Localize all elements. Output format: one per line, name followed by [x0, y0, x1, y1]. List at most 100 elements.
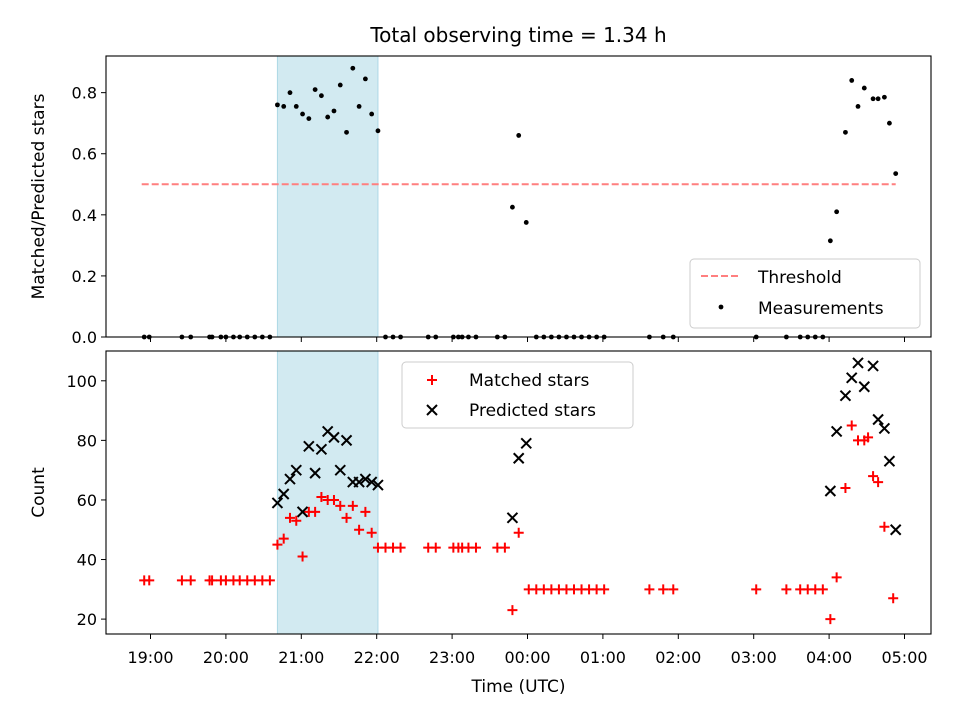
data-point-0-26 [347, 500, 358, 511]
data-point-0-16 [287, 90, 293, 96]
y-tick-label: 40 [77, 551, 97, 570]
data-point-0-66 [831, 572, 842, 583]
y-tick-label: 0.0 [72, 328, 97, 347]
y-tick-label: 100 [66, 372, 97, 391]
x-tick-label: 22:00 [354, 648, 400, 667]
y-tick-label: 80 [77, 431, 97, 450]
data-point-0-19 [306, 116, 312, 122]
data-point-0-65 [825, 614, 836, 625]
data-point-0-75 [893, 171, 899, 176]
x-tick-label: 03:00 [731, 648, 777, 667]
axes-frame [105, 350, 932, 635]
data-point-0-24 [335, 500, 346, 511]
top-axes: 0.0 0.2 0.4 0.6 0.8 Matched/Predicted stars To… [29, 23, 932, 347]
legend-bottom: Matched stars Predicted stars [401, 361, 634, 429]
y-tick-label: 0.8 [72, 84, 97, 103]
data-point-0-2 [176, 575, 187, 586]
data-point-0-23 [331, 108, 337, 114]
data-point-0-55 [599, 584, 610, 595]
data-point-0-18 [297, 551, 308, 562]
data-point-0-72 [868, 471, 879, 482]
data-point-0-66 [834, 209, 840, 215]
x-tick-label: 02:00 [655, 648, 701, 667]
data-point-0-67 [843, 129, 848, 135]
y-tick-label: 0.6 [72, 145, 97, 164]
data-point-0-44 [513, 527, 524, 538]
data-point-0-65 [827, 238, 833, 244]
data-point-0-21 [316, 491, 327, 502]
data-point-0-68 [846, 420, 857, 431]
data-point-0-59 [751, 584, 762, 595]
data-point-1-29 [883, 455, 896, 467]
y-tick-label: 60 [77, 491, 97, 510]
legend-top: Threshold Measurements [689, 258, 921, 329]
data-point-0-73 [873, 477, 884, 488]
data-point-1-20 [824, 485, 837, 497]
data-point-1-5 [303, 440, 315, 453]
data-point-0-27 [356, 103, 362, 109]
data-point-0-35 [430, 542, 441, 553]
x-tick-label: 00:00 [504, 648, 550, 667]
bottom-axes: 20 40 60 80 100 19:00 20:00 21:00 22:00 23:00 00:0… [29, 350, 932, 697]
x-tick-label: 23:00 [429, 648, 475, 667]
data-point-0-28 [360, 506, 371, 517]
data-point-1-21 [830, 425, 843, 438]
data-point-0-23 [328, 494, 339, 505]
data-point-0-18 [300, 111, 305, 117]
data-point-0-33 [395, 542, 406, 553]
data-point-0-15 [281, 103, 287, 109]
data-point-1-27 [872, 413, 884, 426]
data-point-1-6 [309, 467, 321, 479]
data-point-1-9 [328, 431, 340, 444]
data-point-0-29 [366, 527, 377, 538]
data-point-0-69 [855, 103, 861, 109]
data-point-1-18 [512, 452, 525, 464]
legend-box [401, 361, 634, 429]
data-point-0-75 [888, 593, 899, 604]
data-point-0-57 [658, 584, 669, 595]
data-point-1-30 [889, 524, 902, 536]
data-point-1-11 [340, 434, 353, 447]
data-point-0-27 [354, 524, 365, 535]
y-tick-label: 20 [77, 610, 97, 629]
data-point-1-16 [372, 479, 384, 491]
data-point-0-71 [863, 432, 874, 443]
legend-matched-label: Matched stars [469, 371, 589, 391]
data-point-0-74 [879, 521, 890, 532]
data-point-1-7 [315, 443, 328, 456]
data-point-0-67 [840, 483, 851, 494]
data-point-1-28 [878, 422, 891, 435]
data-point-0-26 [350, 65, 356, 71]
y-tick-label: 0.2 [72, 267, 97, 286]
data-point-0-42 [499, 542, 510, 553]
data-point-0-68 [849, 78, 855, 83]
data-point-1-3 [290, 464, 302, 476]
data-point-1-14 [359, 473, 372, 485]
data-point-0-20 [310, 506, 321, 517]
data-point-1-19 [520, 437, 532, 450]
data-point-0-17 [293, 103, 299, 109]
data-point-1-10 [334, 464, 346, 476]
data-point-1-24 [852, 357, 864, 369]
data-point-0-13 [264, 575, 275, 586]
x-tick-label: 21:00 [278, 648, 324, 667]
data-point-1-13 [353, 476, 365, 488]
data-point-0-74 [887, 120, 892, 126]
data-point-1-23 [846, 372, 858, 384]
data-point-0-43 [507, 605, 518, 616]
legend-measurements-swatch [718, 304, 724, 310]
data-point-0-3 [185, 575, 196, 586]
data-point-0-14 [275, 102, 280, 108]
x-axis-label: Time (UTC) [471, 677, 566, 697]
data-point-0-70 [861, 85, 867, 91]
data-point-0-24 [337, 82, 343, 88]
data-point-1-22 [839, 389, 852, 402]
data-point-0-44 [516, 133, 522, 138]
data-point-0-71 [870, 96, 876, 102]
data-point-0-16 [284, 512, 295, 523]
data-point-0-25 [341, 512, 352, 523]
chart-title: Total observing time = 1.34 h [369, 23, 666, 47]
x-tick-label: 04:00 [806, 648, 852, 667]
legend-measurements-label: Measurements [758, 299, 884, 319]
